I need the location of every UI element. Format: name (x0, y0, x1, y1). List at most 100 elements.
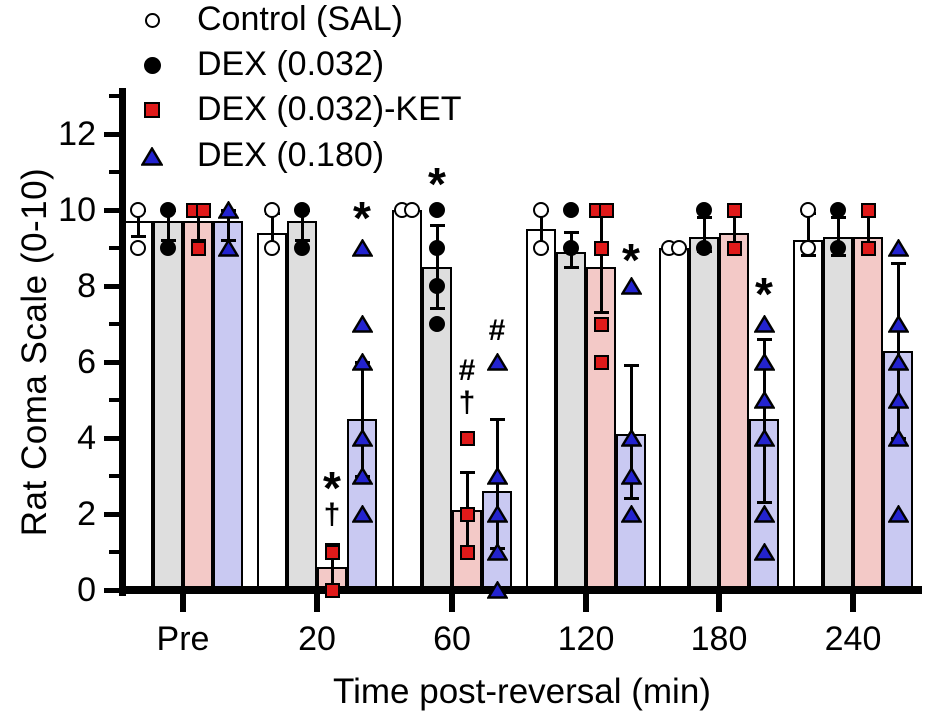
square-marker (324, 544, 340, 560)
significance-dagger: † (458, 385, 476, 419)
legend-label: DEX (0.032) (197, 45, 385, 83)
filled-circle-marker (830, 202, 846, 218)
x-tick-label: 240 (824, 620, 882, 658)
square-marker (860, 202, 876, 218)
y-major-tick (104, 435, 119, 441)
significance-hash: # (458, 353, 476, 387)
triangle-marker (350, 238, 374, 257)
error-bar-line (732, 210, 736, 252)
bar (183, 221, 213, 592)
error-bar-line (360, 362, 364, 476)
square-marker (593, 240, 609, 256)
triangle-marker (752, 542, 776, 561)
square-marker (190, 240, 206, 256)
significance-asterisk: * (622, 234, 640, 287)
open-circle-marker (404, 202, 420, 218)
triangle-marker (619, 466, 643, 485)
error-bar-cap-bottom (190, 238, 206, 242)
open-circle-marker (264, 202, 280, 218)
filled-circle-marker (429, 278, 445, 294)
open-circle-marker (533, 240, 549, 256)
error-bar-line (806, 213, 810, 256)
bar (659, 248, 689, 592)
triangle-marker (350, 504, 374, 523)
filled-circle-marker (294, 202, 310, 218)
bar (153, 221, 183, 592)
error-bar-cap-top (459, 470, 475, 474)
filled-circle-marker (830, 240, 846, 256)
significance-asterisk: * (428, 158, 446, 211)
filled-circle-marker (696, 202, 712, 218)
square-marker (324, 582, 340, 598)
square-marker (598, 202, 614, 218)
error-bar-line (226, 210, 230, 241)
filled-circle-marker (143, 56, 161, 74)
legend-label: DEX (0.180) (197, 136, 385, 174)
x-axis-title: Time post-reversal (min) (333, 672, 711, 711)
square-marker (860, 240, 876, 256)
bar (689, 236, 719, 592)
error-bar-cap-top (623, 364, 639, 368)
y-tick-label: 0 (77, 571, 96, 609)
x-tick (314, 594, 320, 612)
significance-asterisk: * (353, 192, 371, 245)
bar (213, 221, 243, 592)
filled-circle-marker (429, 202, 445, 218)
triangle-marker (619, 276, 643, 295)
x-tick (716, 594, 722, 612)
square-marker (459, 544, 475, 560)
error-bar-line (762, 339, 766, 503)
x-tick (449, 594, 455, 612)
bar (392, 210, 422, 592)
error-bar-line (136, 210, 140, 237)
significance-hash: # (488, 313, 506, 347)
triangle-marker (752, 390, 776, 409)
error-bar-cap-bottom (130, 235, 146, 239)
legend-label: Control (SAL) (197, 0, 403, 38)
triangle-marker (619, 504, 643, 523)
error-bar-line (300, 210, 304, 241)
triangle-marker (485, 542, 509, 561)
error-bar-line (539, 210, 543, 248)
x-tick-label: 180 (690, 620, 748, 658)
significance-asterisk: * (755, 268, 773, 321)
open-circle-marker (130, 240, 146, 256)
triangle-marker (752, 352, 776, 371)
y-major-tick (104, 207, 119, 213)
y-minor-tick (109, 550, 119, 554)
filled-circle-marker (563, 240, 579, 256)
error-bar-cap-top (324, 542, 340, 546)
open-circle-marker (144, 12, 160, 28)
square-marker (195, 202, 211, 218)
triangle-marker (485, 580, 509, 599)
y-major-tick (104, 511, 119, 517)
triangle-marker (886, 238, 910, 257)
square-marker (459, 506, 475, 522)
triangle-marker (485, 504, 509, 523)
filled-circle-marker (563, 202, 579, 218)
x-tick (850, 594, 856, 612)
y-major-tick (104, 587, 119, 593)
triangle-marker (485, 466, 509, 485)
square-marker (459, 430, 475, 446)
x-axis-baseline (119, 586, 922, 594)
triangle-marker (886, 428, 910, 447)
bar (556, 251, 586, 592)
error-bar-cap-bottom (623, 497, 639, 501)
y-tick-label: 8 (77, 267, 96, 305)
square-marker (726, 240, 742, 256)
square-marker (593, 316, 609, 332)
error-bar-cap-bottom (429, 307, 445, 311)
filled-circle-marker (160, 202, 176, 218)
y-major-tick (104, 131, 119, 137)
error-bar-line (270, 213, 274, 248)
bar (123, 221, 153, 592)
error-bar-line (599, 213, 603, 313)
y-tick-label: 10 (58, 191, 96, 229)
x-tick (180, 594, 186, 612)
bar (257, 232, 287, 592)
bar (287, 221, 317, 592)
triangle-marker (886, 352, 910, 371)
triangle-marker (485, 352, 509, 371)
error-bar-line (702, 217, 706, 252)
